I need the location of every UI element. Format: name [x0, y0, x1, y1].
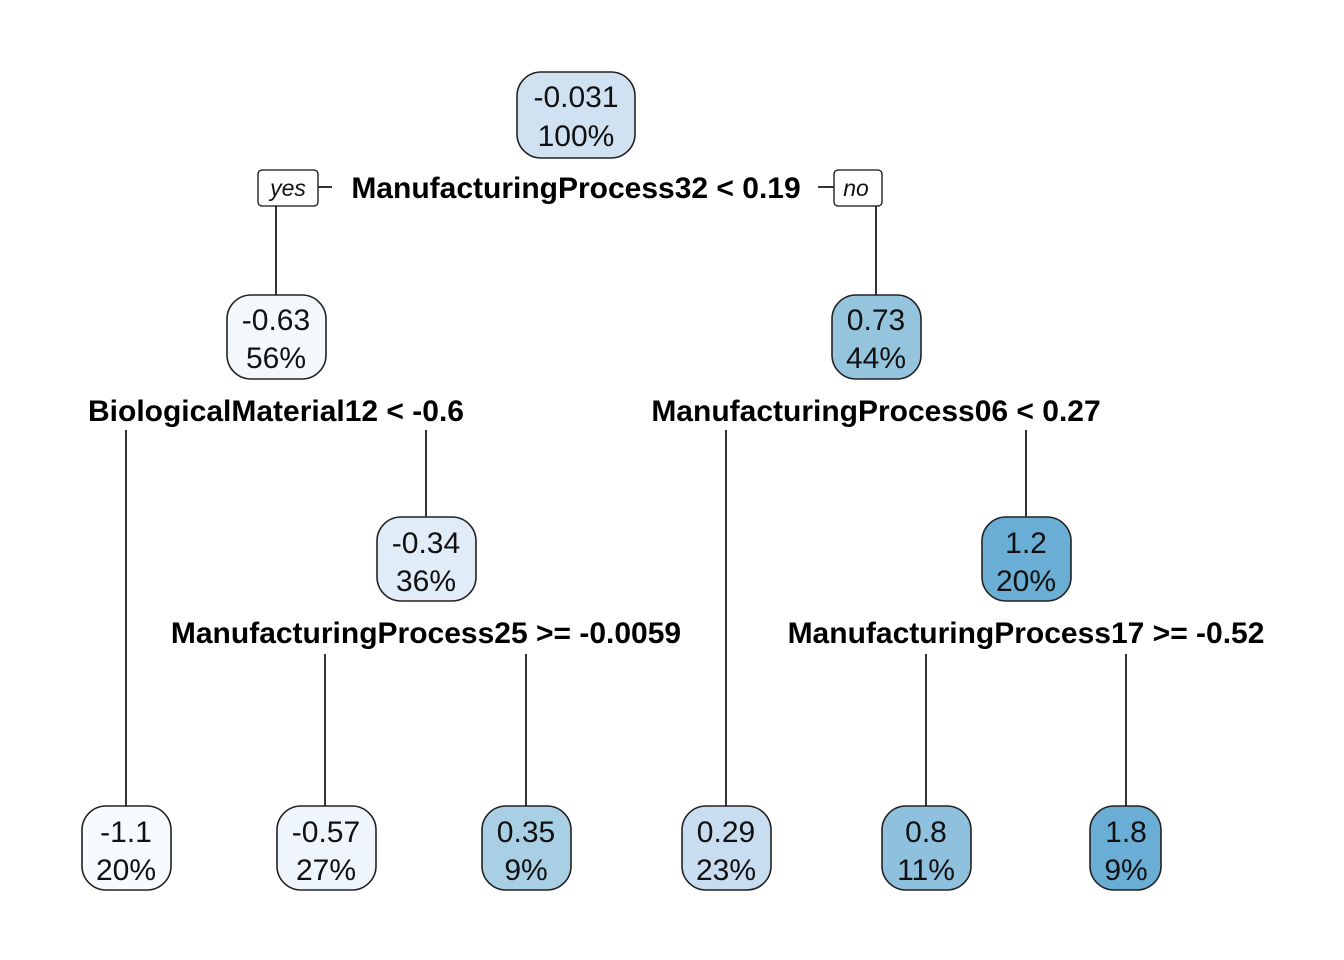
leaf-3-value: 0.35: [497, 816, 555, 849]
leaf-6: 1.8 9%: [1089, 805, 1162, 891]
leaf-4-percent: 23%: [696, 854, 756, 887]
node-n7-value: 1.2: [1005, 527, 1047, 560]
leaf-1-value: -1.1: [100, 816, 152, 849]
node-n7-percent: 20%: [996, 565, 1056, 598]
leaf-6-value: 1.8: [1105, 816, 1147, 849]
split-n7: ManufacturingProcess17 >= -0.52: [788, 617, 1265, 650]
leaf-5: 0.8 11%: [881, 805, 972, 891]
node-n3-percent: 44%: [846, 342, 906, 375]
node-n3-value: 0.73: [847, 304, 905, 337]
node-n2-value: -0.63: [242, 304, 310, 337]
leaf-4-value: 0.29: [697, 816, 755, 849]
leaf-2-value: -0.57: [292, 816, 360, 849]
yes-tag: yes: [257, 169, 319, 207]
leaf-6-percent: 9%: [1104, 854, 1147, 887]
node-n5: -0.34 36%: [376, 516, 477, 602]
node-n5-percent: 36%: [396, 565, 456, 598]
no-tag: no: [833, 169, 883, 207]
split-n2: BiologicalMaterial12 < -0.6: [88, 395, 464, 428]
leaf-2: -0.57 27%: [276, 805, 377, 891]
node-n2: -0.63 56%: [226, 294, 327, 380]
split-n3: ManufacturingProcess06 < 0.27: [651, 395, 1100, 428]
leaf-1-percent: 20%: [96, 854, 156, 887]
branch-lines: [125, 186, 1127, 806]
node-n2-percent: 56%: [246, 342, 306, 375]
leaf-3: 0.35 9%: [481, 805, 572, 891]
split-labels: ManufacturingProcess32 < 0.19 Biological…: [88, 172, 1264, 650]
leaf-4: 0.29 23%: [681, 805, 772, 891]
leaf-5-percent: 11%: [897, 854, 955, 887]
node-root-percent: 100%: [538, 120, 615, 153]
split-n5: ManufacturingProcess25 >= -0.0059: [171, 617, 681, 650]
node-n3: 0.73 44%: [831, 294, 922, 380]
leaf-3-percent: 9%: [504, 854, 547, 887]
node-root: -0.031 100%: [516, 71, 636, 159]
leaf-1: -1.1 20%: [81, 805, 172, 891]
node-n5-value: -0.34: [392, 527, 460, 560]
leaf-5-value: 0.8: [905, 816, 947, 849]
split-root: ManufacturingProcess32 < 0.19: [351, 172, 800, 205]
leaf-2-percent: 27%: [296, 854, 356, 887]
no-tag-label: no: [843, 175, 869, 201]
node-n7: 1.2 20%: [981, 516, 1072, 602]
node-root-value: -0.031: [533, 81, 618, 114]
yes-tag-label: yes: [268, 175, 306, 201]
